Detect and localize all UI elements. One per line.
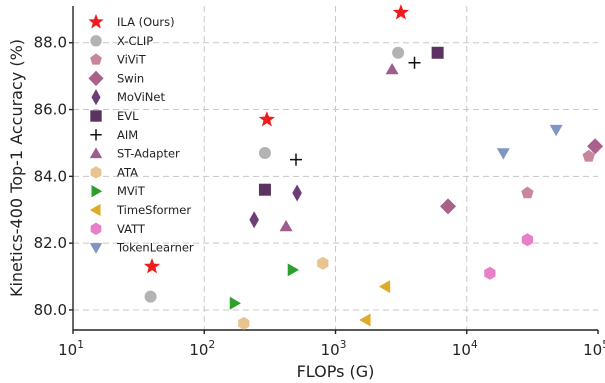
legend-label: ViViT [117, 53, 147, 67]
y-tick-label: 80.0 [34, 301, 67, 319]
grid [73, 6, 598, 330]
series-ata [238, 256, 329, 330]
series-vivit [521, 149, 595, 199]
legend-marker [90, 53, 102, 65]
legend-label: X-CLIP [117, 34, 153, 48]
legend-item-timesformer: TimeSformer [89, 203, 191, 217]
legend-marker [89, 203, 101, 217]
data-point [258, 183, 271, 196]
legend-item-x-clip: X-CLIP [90, 34, 153, 48]
series-vatt [484, 233, 534, 280]
y-tick-label: 82.0 [34, 234, 67, 252]
data-point [484, 266, 496, 280]
series-ila-ours [143, 4, 409, 274]
data-point [496, 148, 510, 160]
legend-item-evl: EVL [90, 109, 139, 123]
data-point [549, 124, 563, 137]
data-point [587, 138, 604, 155]
data-point [258, 146, 271, 159]
data-point [317, 256, 329, 270]
legend-marker [89, 147, 103, 159]
series-swin [440, 138, 604, 215]
data-point [408, 56, 421, 69]
legend-marker [88, 70, 104, 86]
legend-label: VATT [117, 222, 146, 236]
series-movinet [249, 184, 302, 229]
data-point [378, 280, 391, 294]
legend-item-vatt: VATT [90, 222, 146, 236]
data-point [359, 313, 371, 327]
legend-label: TimeSformer [116, 203, 191, 217]
legend-item-ata: ATA [90, 165, 138, 179]
data-point [143, 258, 161, 274]
x-axis-label: FLOPs (G) [297, 362, 375, 381]
data-point [289, 153, 302, 166]
x-tick-label: 103 [321, 339, 347, 359]
data-points [143, 4, 604, 330]
data-point [287, 263, 299, 277]
legend-marker [90, 35, 102, 47]
y-axis-label: Kinetics-400 Top-1 Accuracy (%) [7, 39, 26, 297]
series-aim [289, 56, 421, 166]
data-point [385, 62, 399, 75]
series-evl [258, 46, 444, 196]
series-x-clip [144, 46, 405, 303]
legend-item-aim: AIM [90, 128, 138, 142]
x-tick-label: 104 [452, 339, 478, 359]
series-tokenlearner [496, 124, 563, 160]
legend-label: EVL [117, 109, 139, 123]
data-point [392, 4, 409, 20]
legend-item-swin: Swin [88, 70, 144, 86]
legend-item-vivit: ViViT [90, 53, 147, 67]
legend-marker [90, 222, 102, 235]
data-point [521, 233, 534, 247]
legend-label: MoViNet [117, 90, 165, 104]
data-point [229, 296, 241, 310]
y-tick-label: 84.0 [34, 167, 67, 185]
series-st-adapter [279, 62, 399, 232]
legend-label: TokenLearner [116, 241, 194, 255]
legend: ILA (Ours) X-CLIP ViViT Swin MoViNet EVL AIM ST… [88, 13, 194, 255]
data-point [521, 186, 534, 199]
data-point [431, 46, 444, 59]
x-tick-label: 105 [583, 339, 605, 359]
legend-marker [91, 89, 101, 106]
y-tick-label: 88.0 [34, 34, 67, 52]
legend-marker [90, 129, 102, 141]
legend-label: AIM [117, 128, 138, 142]
legend-marker [90, 166, 102, 179]
legend-label: ST-Adapter [117, 147, 180, 161]
data-point [292, 184, 302, 202]
data-point [238, 316, 250, 330]
x-tick-label: 102 [189, 339, 215, 359]
data-point [392, 46, 405, 59]
legend-item-movinet: MoViNet [91, 89, 165, 106]
data-point [144, 290, 157, 303]
data-point [279, 219, 293, 232]
x-tick-label: 101 [58, 339, 84, 359]
legend-item-st-adapter: ST-Adapter [89, 147, 180, 161]
legend-marker [91, 185, 103, 198]
legend-label: MViT [117, 184, 146, 198]
x-axis-ticks: 101 102 103 104 105 [58, 330, 605, 359]
series-mvit [229, 263, 299, 310]
data-point [258, 111, 275, 127]
legend-marker [89, 243, 103, 254]
legend-item-mvit: MViT [91, 184, 146, 198]
legend-label: ILA (Ours) [117, 15, 175, 29]
data-point [440, 198, 457, 215]
legend-item-ila-ours: ILA (Ours) [88, 13, 175, 29]
legend-label: ATA [117, 165, 138, 179]
data-point [249, 211, 259, 229]
series-timesformer [359, 280, 391, 327]
legend-label: Swin [117, 71, 144, 85]
legend-marker [88, 13, 104, 29]
data-point [582, 149, 595, 162]
legend-marker [90, 110, 102, 122]
y-tick-label: 86.0 [34, 101, 67, 119]
y-axis-ticks: 80.0 82.0 84.0 86.0 88.0 [34, 34, 73, 319]
legend-item-tokenlearner: TokenLearner [89, 241, 194, 255]
